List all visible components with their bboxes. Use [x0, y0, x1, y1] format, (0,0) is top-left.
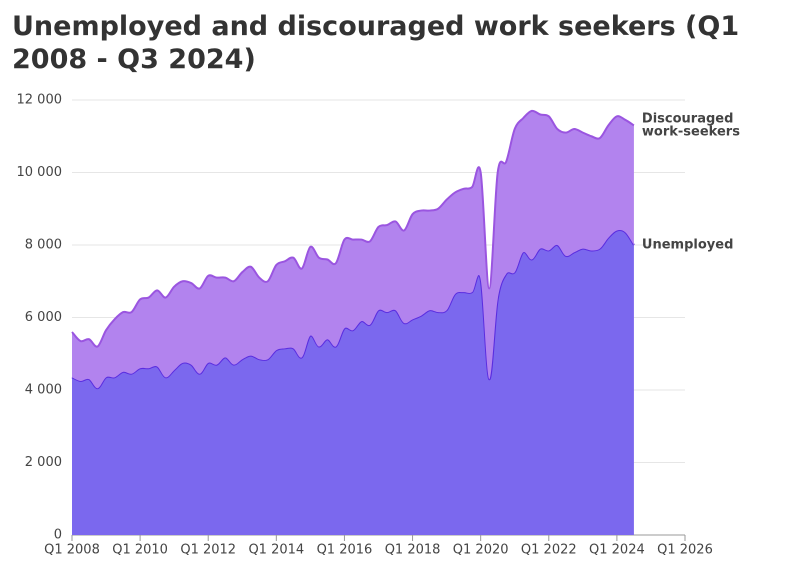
x-tick-label: Q1 2016 [317, 543, 373, 558]
y-tick-label: 0 [54, 528, 62, 543]
area [72, 230, 634, 535]
x-tick-label: Q1 2018 [385, 543, 441, 558]
series-label: Unemployed [642, 238, 733, 253]
y-tick-label: 12 000 [17, 93, 63, 108]
x-tick-label: Q1 2008 [44, 543, 100, 558]
y-tick-label: 8 000 [25, 238, 62, 253]
x-tick-label: Q1 2022 [521, 543, 577, 558]
chart-title: Unemployed and discouraged work seekers … [12, 11, 740, 75]
x-tick-label: Q1 2026 [657, 543, 713, 558]
line [71, 109, 635, 348]
area [72, 110, 634, 389]
x-tick-label: Q1 2014 [248, 543, 304, 558]
label-line: work-seekers [642, 124, 740, 139]
y-tick-label: 4 000 [25, 383, 62, 398]
label-line: Discouraged [642, 111, 734, 126]
x-tick-label: Q1 2010 [112, 543, 168, 558]
x-tick-label: Q1 2012 [180, 543, 236, 558]
y-tick-label: 10 000 [17, 165, 63, 180]
x-tick-label: Q1 2020 [453, 543, 509, 558]
y-tick-label: 6 000 [25, 310, 62, 325]
x-tick-label: Q1 2024 [589, 543, 645, 558]
y-tick-label: 2 000 [25, 455, 62, 470]
series-label: Discouraged work-seekers [642, 111, 740, 139]
